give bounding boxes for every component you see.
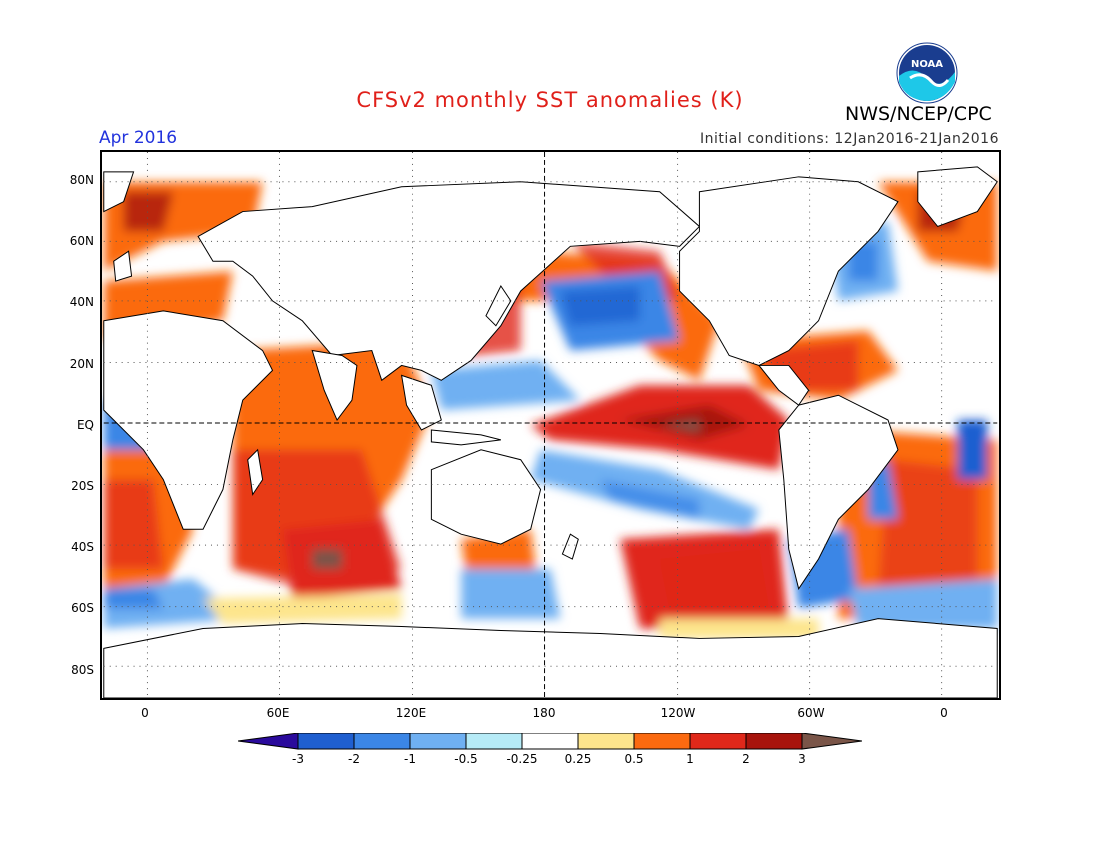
forecast-month: Apr 2016 [99, 128, 178, 148]
lat-label-eq: EQ [76, 418, 94, 432]
colorbar-swatch [465, 733, 523, 750]
colorbar-end-low [238, 733, 299, 750]
lon-label-180: 180 [532, 706, 556, 720]
organization-label: NWS/NCEP/CPC [845, 103, 992, 125]
lat-label-60s: 60S [71, 601, 94, 615]
colorbar-label: 1 [686, 752, 694, 766]
map-canvas [103, 152, 998, 698]
sst-anomaly-map [100, 150, 1001, 700]
colorbar-label: -0.5 [454, 752, 478, 766]
lat-label-20n: 20N [69, 357, 94, 371]
colorbar-label: 2 [742, 752, 750, 766]
lon-label-0: 0 [141, 706, 149, 720]
lon-label-60w: 60W [797, 706, 825, 720]
anomaly-shading [103, 181, 998, 639]
continents [103, 166, 998, 698]
lon-label-0-right: 0 [940, 706, 948, 720]
map-title: CFSv2 monthly SST anomalies (K) [356, 88, 744, 112]
reference-lines [103, 152, 998, 698]
colorbar-swatch [577, 733, 635, 750]
colorbar-label: -2 [348, 752, 360, 766]
grid-lines [103, 152, 998, 698]
lat-label-60n: 60N [69, 234, 94, 248]
colorbar-label: 3 [798, 752, 806, 766]
lat-label-40n: 40N [69, 295, 94, 309]
colorbar-swatch [353, 733, 411, 750]
noaa-logo: NOAA [896, 42, 958, 104]
colorbar-label: -1 [404, 752, 416, 766]
colorbar-swatch [689, 733, 747, 750]
colorbar-swatch [633, 733, 691, 750]
colorbar [238, 733, 862, 750]
colorbar-swatch [297, 733, 355, 750]
lat-label-80n: 80N [69, 173, 94, 187]
lat-label-40s: 40S [71, 540, 94, 554]
colorbar-end-high [801, 733, 862, 750]
colorbar-label: -0.25 [506, 752, 538, 766]
colorbar-swatch [521, 733, 579, 750]
initial-conditions: Initial conditions: 12Jan2016-21Jan2016 [700, 131, 999, 147]
colorbar-swatch [409, 733, 467, 750]
lat-label-80s: 80S [71, 663, 94, 677]
lon-label-60e: 60E [266, 706, 290, 720]
lat-label-20s: 20S [71, 479, 94, 493]
colorbar-label: 0.5 [624, 752, 644, 766]
logo-text: NOAA [911, 59, 943, 70]
lon-label-120e: 120E [395, 706, 427, 720]
colorbar-label: -3 [292, 752, 304, 766]
lon-label-120w: 120W [660, 706, 696, 720]
colorbar-label: 0.25 [564, 752, 592, 766]
colorbar-swatch [745, 733, 803, 750]
